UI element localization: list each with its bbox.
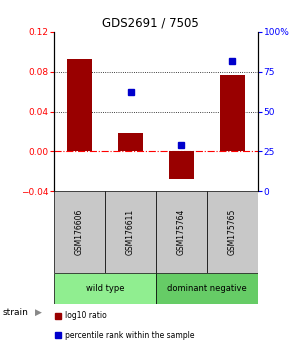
Text: strain: strain [3,308,29,317]
Bar [54,191,105,273]
Text: wild type: wild type [86,284,124,293]
Bar [207,191,258,273]
Bar [54,273,156,304]
Text: dominant negative: dominant negative [167,284,247,293]
Text: GSM176606: GSM176606 [75,209,84,256]
Text: GSM175765: GSM175765 [228,209,237,256]
Bar [220,75,245,152]
Bar [118,133,143,152]
Bar [156,273,258,304]
Bar [156,191,207,273]
Text: GDS2691 / 7505: GDS2691 / 7505 [102,17,198,29]
Text: GSM175764: GSM175764 [177,209,186,256]
Bar [169,152,194,179]
Text: log10 ratio: log10 ratio [65,311,107,320]
Text: GSM176611: GSM176611 [126,209,135,255]
Bar [67,59,92,152]
Bar [105,191,156,273]
Text: ▶: ▶ [34,308,41,317]
Text: percentile rank within the sample: percentile rank within the sample [65,331,195,340]
